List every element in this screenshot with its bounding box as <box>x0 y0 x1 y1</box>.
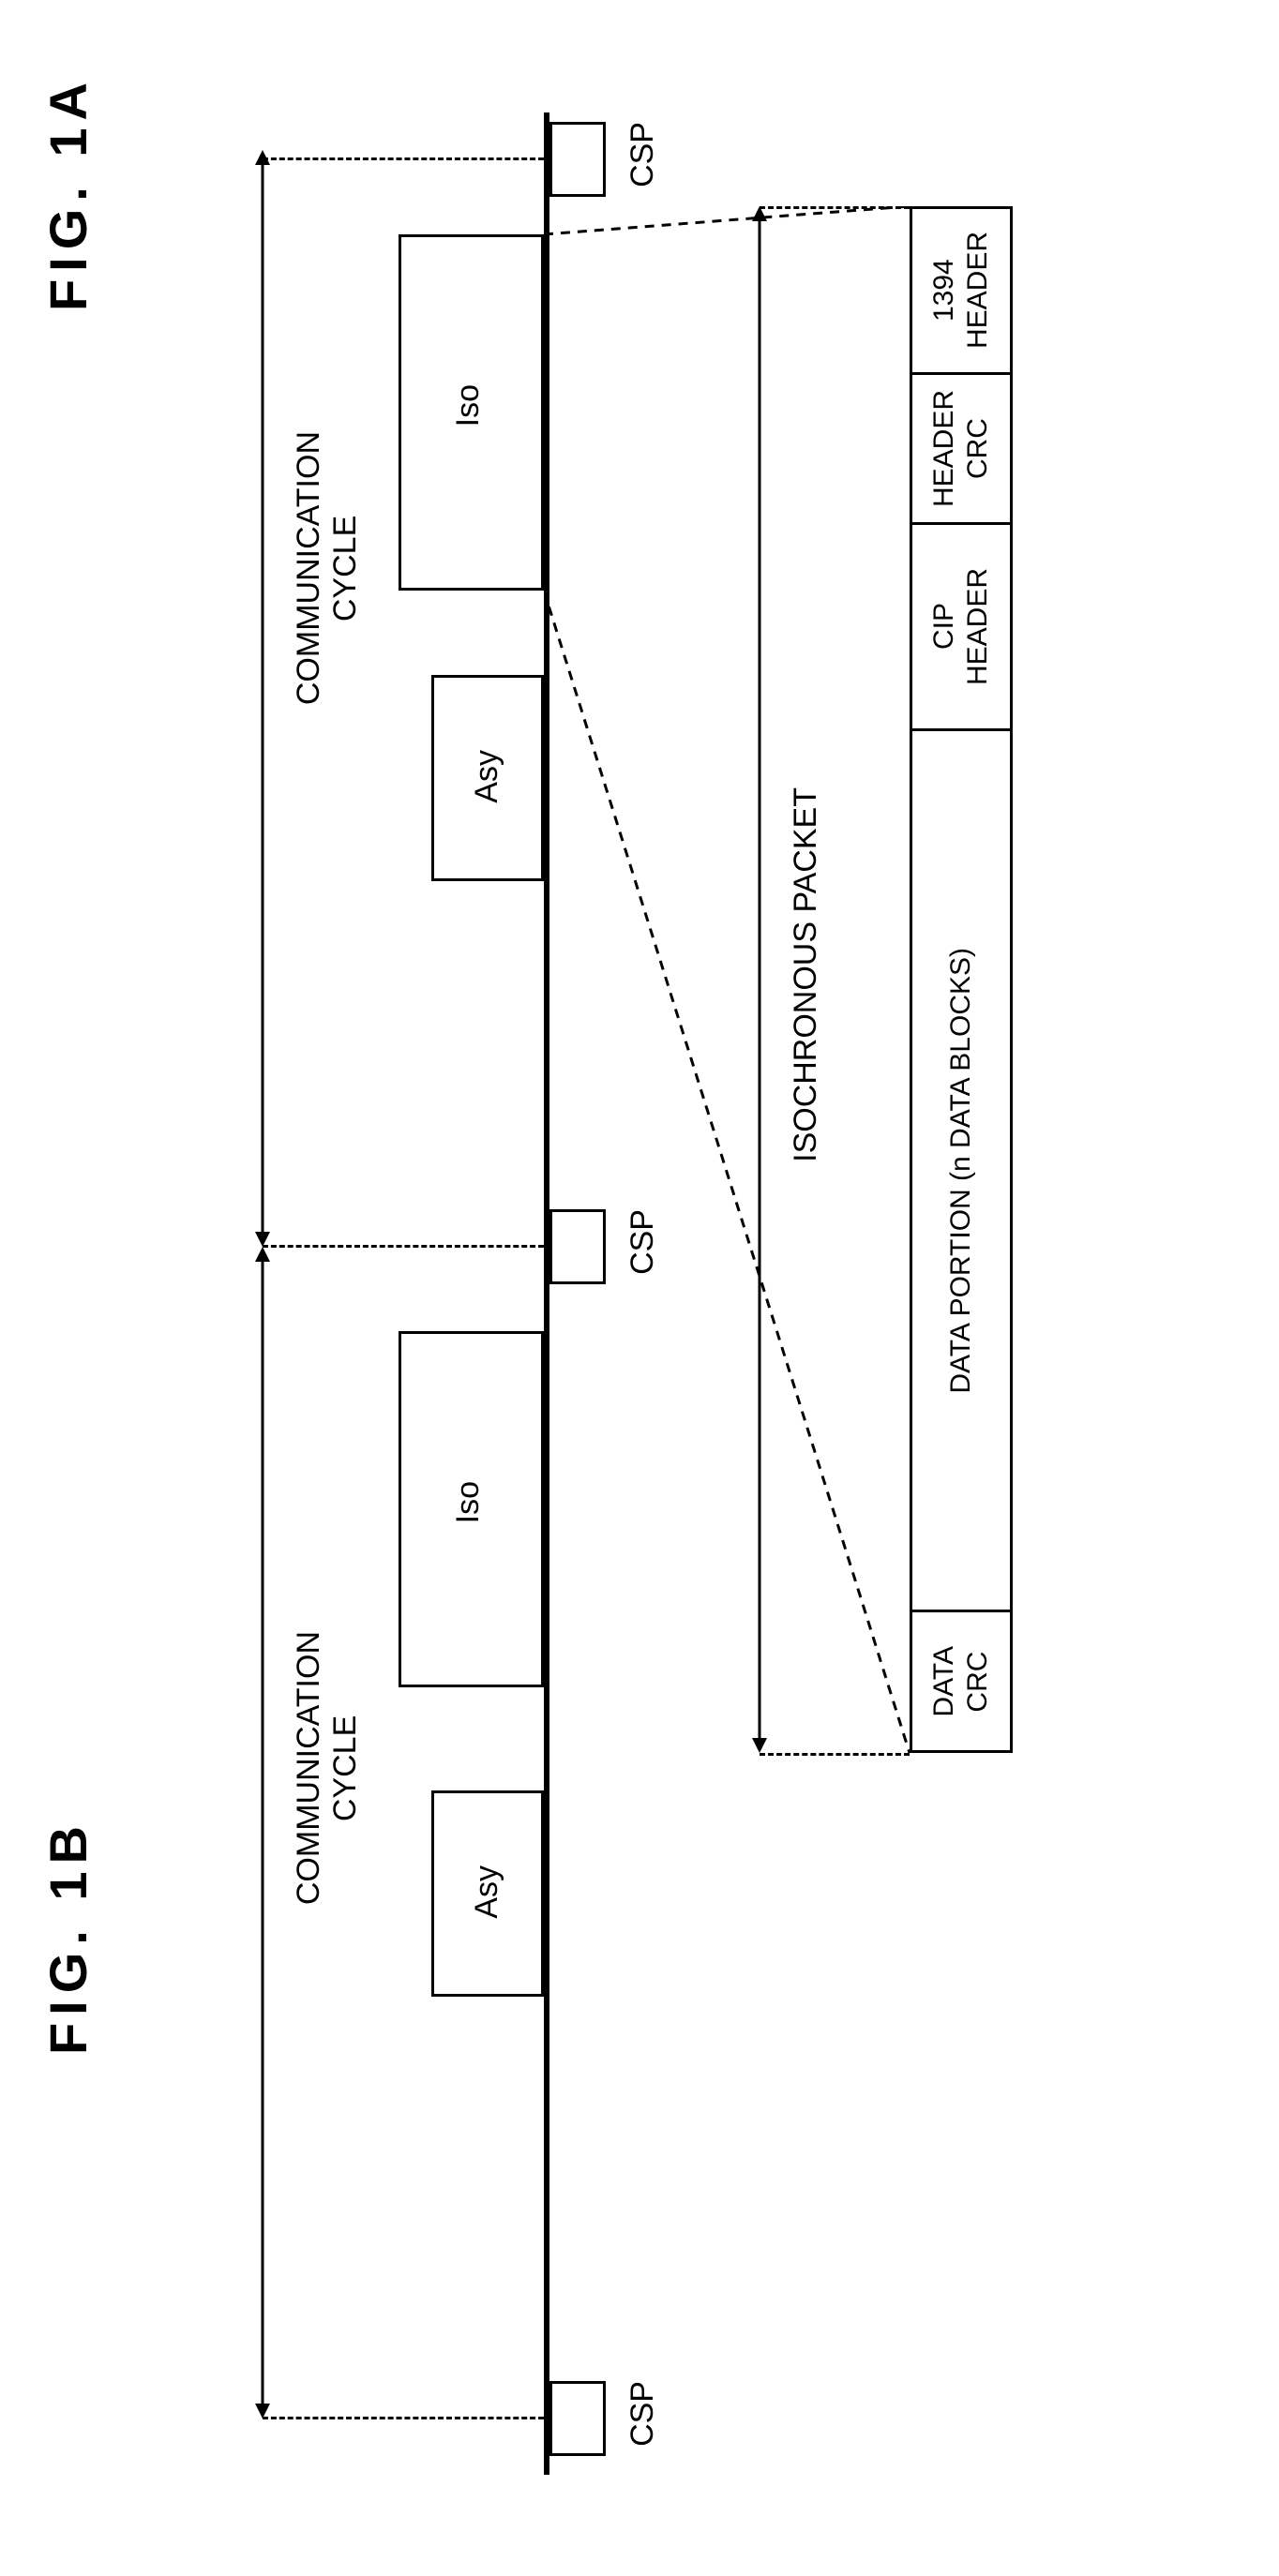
fig1a-label: FIG. 1A <box>38 75 98 311</box>
iso-packet-arrow <box>741 206 778 1753</box>
asy-label-2: Asy <box>469 1865 505 1919</box>
csp-box-3 <box>549 2381 606 2456</box>
packet-header-crc: HEADER CRC <box>910 372 1013 525</box>
csp-box-1 <box>549 122 606 197</box>
dash-packet-top <box>760 206 910 209</box>
dash-csp-2 <box>263 1245 544 1248</box>
dash-csp-3 <box>263 2417 544 2419</box>
packet-data-portion: DATA PORTION (n DATA BLOCKS) <box>910 728 1013 1612</box>
packet-cip-header-text: CIP HEADER <box>927 568 995 685</box>
packet-header-crc-text: HEADER CRC <box>927 390 995 507</box>
dash-packet-bottom <box>760 1753 910 1756</box>
packet-data-crc-text: DATA CRC <box>927 1646 995 1717</box>
comm-cycle-label-2: COMMUNICATION CYCLE <box>291 1631 364 1905</box>
dash-csp-1 <box>263 157 544 160</box>
packet-1394-header: 1394 HEADER <box>910 206 1013 375</box>
fig1b-label: FIG. 1B <box>38 1819 98 2055</box>
comm-cycle-label-1: COMMUNICATION CYCLE <box>291 431 364 705</box>
iso-packet-label: ISOCHRONOUS PACKET <box>788 787 824 1162</box>
iso-label-2: Iso <box>450 1481 487 1523</box>
packet-data-crc: DATA CRC <box>910 1610 1013 1753</box>
csp-label-3: CSP <box>624 2381 661 2447</box>
comm-cycle-arrow-1 <box>244 150 281 1247</box>
comm-cycle-arrow-2 <box>244 1247 281 2419</box>
packet-cip-header: CIP HEADER <box>910 522 1013 731</box>
packet-data-portion-text: DATA PORTION (n DATA BLOCKS) <box>944 948 978 1394</box>
figure-container: FIG. 1A FIG. 1B CSP CSP CSP Iso Iso Asy … <box>19 37 1260 2539</box>
iso-label-1: Iso <box>450 384 487 427</box>
csp-label-1: CSP <box>624 122 661 187</box>
packet-1394-header-text: 1394 HEADER <box>927 232 995 349</box>
asy-label-1: Asy <box>469 750 505 803</box>
